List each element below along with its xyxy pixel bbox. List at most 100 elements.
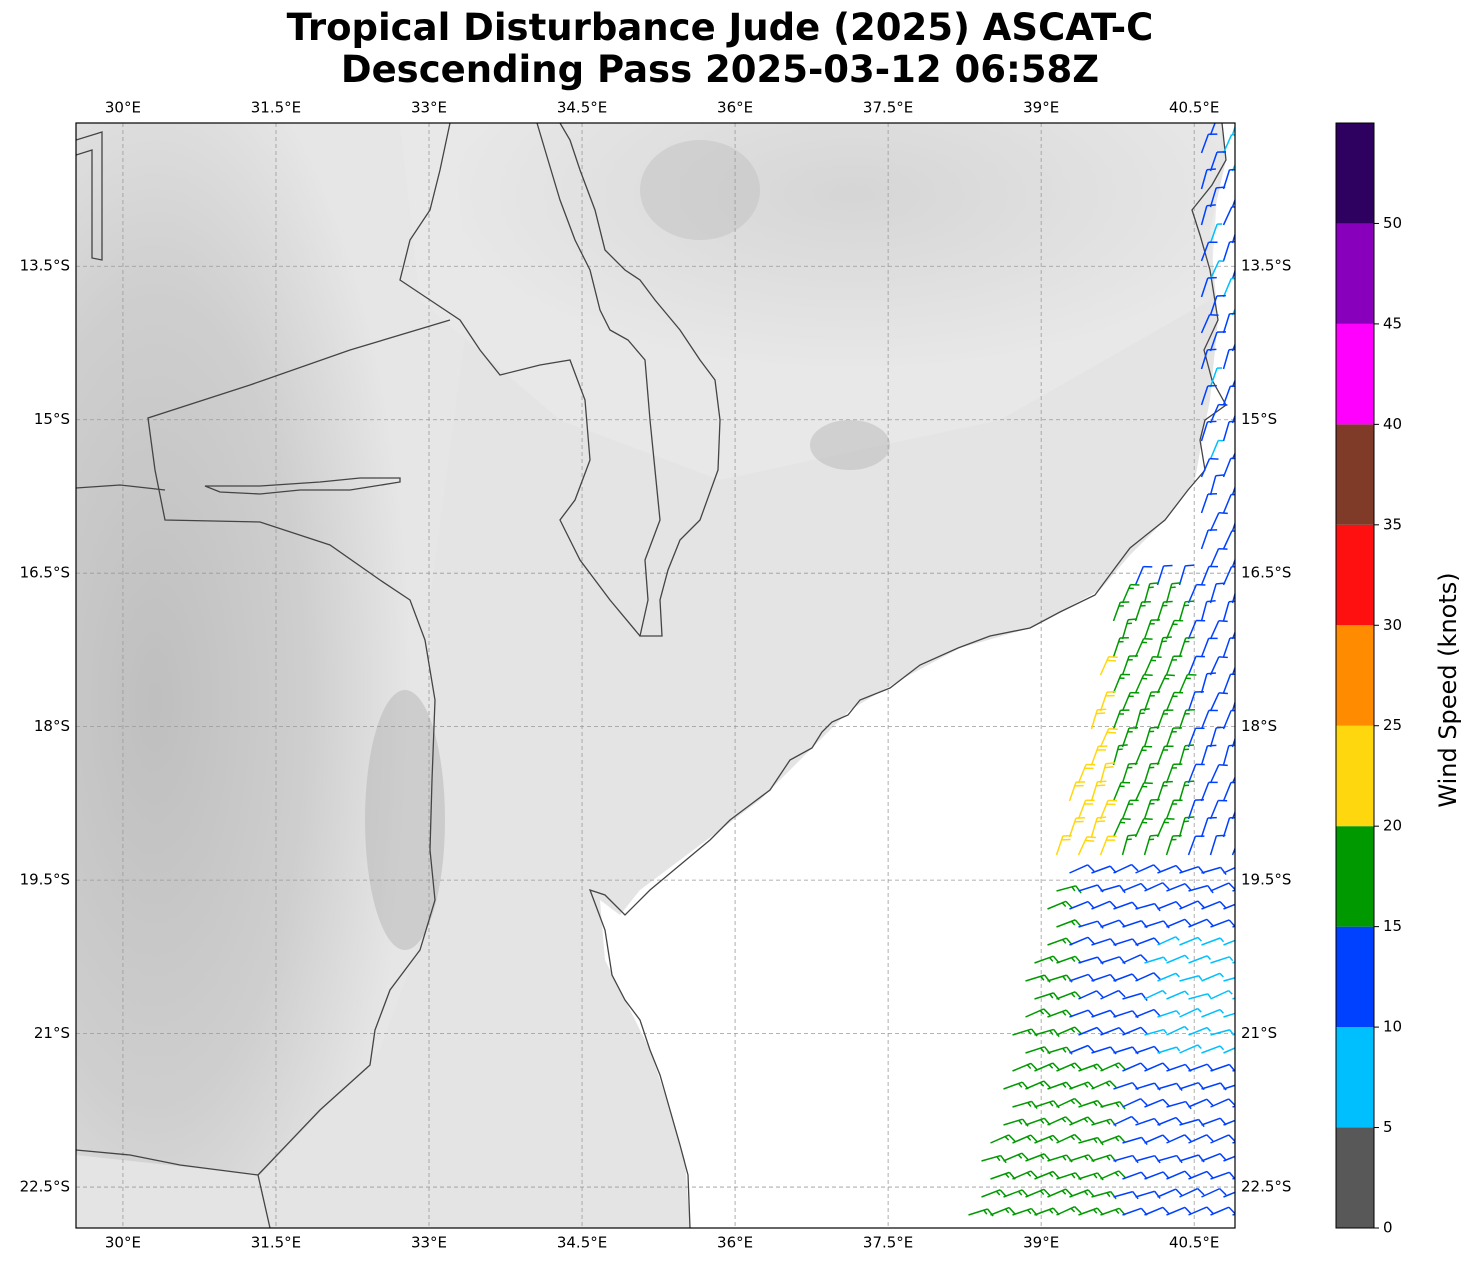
wind-barb xyxy=(1112,673,1131,694)
wind-barb xyxy=(1025,1188,1051,1198)
wind-barb xyxy=(1223,1119,1235,1126)
wind-barb xyxy=(1156,600,1173,622)
wind-barb xyxy=(1200,384,1217,406)
wind-barb xyxy=(1143,619,1161,640)
wind-barb xyxy=(1134,818,1153,838)
colorbar-bin xyxy=(1336,725,1374,827)
wind-barb xyxy=(1156,709,1174,730)
wind-barb xyxy=(1200,420,1217,442)
gridlines xyxy=(76,123,1235,1228)
wind-barb xyxy=(1209,186,1226,208)
colorbar-bin xyxy=(1336,223,1374,324)
lat-tick-label: 13.5°S xyxy=(1241,257,1291,275)
wind-barb xyxy=(1034,1134,1060,1144)
wind-barb xyxy=(1134,782,1153,802)
colorbar: 0 5 10 15 20 25 30 35 40 45 50 xyxy=(1335,122,1402,1237)
colorbar-bin xyxy=(1336,826,1374,927)
wind-barb xyxy=(1223,866,1235,874)
terrain-shading-west xyxy=(76,123,470,1175)
wind-barb xyxy=(1156,674,1175,694)
wind-barb xyxy=(1122,954,1148,964)
wind-barb xyxy=(1187,619,1206,640)
wind-barb xyxy=(1210,1098,1235,1108)
wind-barb xyxy=(1112,818,1131,838)
wind-barb xyxy=(1209,799,1228,820)
wind-barb xyxy=(990,1134,1016,1144)
wind-barb xyxy=(1200,565,1218,586)
wind-barb xyxy=(1099,691,1117,712)
wind-barb xyxy=(1178,744,1195,766)
wind-barb xyxy=(1112,601,1130,622)
wind-barb xyxy=(1231,307,1235,316)
wind-barb xyxy=(1121,834,1137,856)
wind-barb xyxy=(1210,1029,1234,1036)
wind-barb xyxy=(1069,1189,1095,1198)
wind-barb xyxy=(1188,1098,1214,1108)
wind-barb xyxy=(1209,123,1216,136)
wind-barb xyxy=(1209,656,1228,676)
wind-barb xyxy=(1209,512,1228,532)
colorbar-tick-label: 30 xyxy=(1383,616,1402,634)
wind-barb xyxy=(1144,1206,1170,1216)
lon-tick-label: 33°E xyxy=(411,1234,447,1252)
wind-barb xyxy=(1231,124,1235,136)
colorbar-tick-label: 40 xyxy=(1383,415,1402,433)
wind-barb xyxy=(1100,1170,1126,1180)
lat-tick-labels-left: 13.5°S 15°S 16.5°S 18°S 19.5°S 21°S 22.5°S xyxy=(20,257,70,1196)
wind-barb xyxy=(1165,727,1183,748)
wind-barb xyxy=(1056,1026,1082,1036)
wind-barb xyxy=(1157,972,1180,982)
highland-shading-3 xyxy=(810,420,890,470)
lat-tick-label: 13.5°S xyxy=(20,257,70,275)
wind-barb xyxy=(1166,1170,1192,1180)
coastline-mozambique xyxy=(588,123,1227,1228)
wind-barb xyxy=(1178,780,1195,802)
colorbar-tick-label: 15 xyxy=(1383,917,1402,935)
wind-barb xyxy=(1069,1044,1095,1054)
lon-tick-label: 39°E xyxy=(1023,99,1059,117)
wind-barb xyxy=(1157,1009,1181,1018)
wind-barb xyxy=(1222,530,1235,550)
wind-barb xyxy=(1099,835,1117,856)
wind-barb xyxy=(1134,708,1150,730)
wind-barb xyxy=(1201,1187,1227,1198)
wind-barb xyxy=(1209,403,1228,424)
lon-tick-label: 39°E xyxy=(1023,1234,1059,1252)
wind-barb xyxy=(1068,781,1086,802)
wind-barb xyxy=(1012,1134,1038,1144)
wind-barb xyxy=(1113,1190,1139,1200)
wind-barb xyxy=(1222,457,1235,478)
highland-shading xyxy=(365,690,445,950)
wind-barb xyxy=(1056,1133,1082,1144)
wind-barb xyxy=(1178,673,1197,694)
wind-barb xyxy=(1222,673,1235,694)
border-malawi-zambia xyxy=(399,123,641,637)
wind-barb xyxy=(1200,529,1218,550)
wind-barb xyxy=(1179,900,1205,910)
colorbar-tick-label: 35 xyxy=(1383,515,1402,533)
wind-barb xyxy=(1157,900,1183,910)
wind-barb xyxy=(1200,709,1218,730)
wind-barb xyxy=(1209,582,1226,604)
wind-barb xyxy=(1223,939,1235,946)
lake-kariba xyxy=(204,477,401,495)
wind-barb xyxy=(981,1154,1007,1164)
wind-barb xyxy=(1200,276,1217,298)
wind-barb xyxy=(1165,619,1184,640)
wind-barb xyxy=(1144,1062,1170,1072)
wind-barb xyxy=(1056,1097,1082,1108)
wind-barb xyxy=(1209,367,1223,388)
wind-barb xyxy=(1200,600,1216,622)
wind-barb xyxy=(1209,151,1227,172)
wind-barb xyxy=(1135,1154,1161,1164)
wind-barb xyxy=(1143,762,1160,784)
wind-barb xyxy=(1179,1187,1205,1198)
colorbar-bin xyxy=(1336,625,1374,726)
lon-tick-labels-top: 30°E 31.5°E 33°E 34.5°E 36°E 37.5°E 39°E 40.5°E xyxy=(105,99,1219,117)
wind-barb xyxy=(1200,672,1216,694)
wind-barb xyxy=(1157,1188,1183,1198)
wind-barb xyxy=(1166,1206,1192,1216)
wind-barb xyxy=(1222,816,1235,838)
wind-barb xyxy=(1210,1206,1235,1216)
wind-barb xyxy=(981,1189,1007,1198)
